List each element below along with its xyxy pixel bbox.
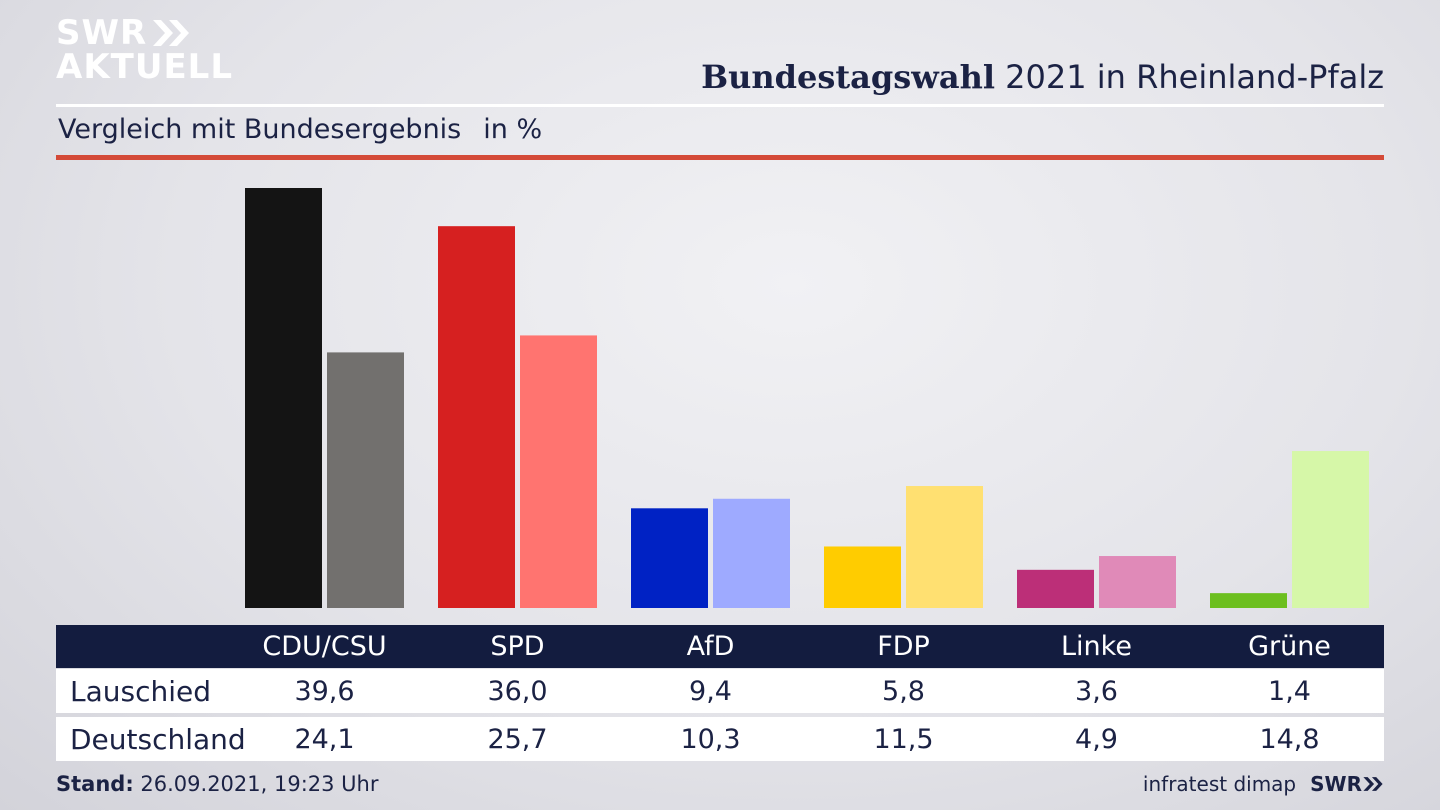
- bar-chart: [245, 188, 1369, 608]
- double-chevron-icon: [153, 20, 190, 46]
- title-rest: 2021 in Rheinland-Pfalz: [995, 58, 1384, 96]
- table-cell: 1,4: [1268, 675, 1311, 707]
- table-cell: 4,9: [1075, 723, 1118, 755]
- bar-spd-deutschland: [520, 335, 597, 608]
- stand-value: 26.09.2021, 19:23 Uhr: [133, 772, 379, 796]
- logo-text-swr: SWR: [56, 13, 148, 53]
- double-chevron-icon: [1363, 777, 1383, 791]
- bar-linke-deutschland: [1099, 556, 1176, 608]
- chart-subtitle: Vergleich mit Bundesergebnis in %: [58, 114, 542, 145]
- bar-linke-lauschied: [1017, 569, 1094, 608]
- bar-cdu-csu-deutschland: [327, 352, 404, 608]
- title-bold: Bundestagswahl: [701, 58, 995, 96]
- source-credit: infratest dimap SWR: [1143, 772, 1384, 796]
- table-row-lauschied: Lauschied 39,6 36,0 9,4 5,8 3,6 1,4: [56, 669, 1384, 713]
- swr-aktuell-logo: SWR AKTUELL: [56, 16, 233, 84]
- timestamp: Stand: 26.09.2021, 19:23 Uhr: [56, 772, 379, 796]
- row-label: Lauschied: [70, 674, 212, 708]
- column-header-linke: Linke: [1061, 631, 1132, 662]
- header-divider: [56, 104, 1384, 107]
- column-header-cdu-csu: CDU/CSU: [262, 631, 387, 662]
- footer-logo-text: SWR: [1310, 772, 1362, 796]
- footer-swr-logo: SWR: [1310, 772, 1384, 796]
- bar-gr-ne-deutschland: [1292, 451, 1369, 608]
- bar-gr-ne-lauschied: [1210, 593, 1287, 608]
- table-header-row: CDU/CSU SPD AfD FDP Linke Grüne: [56, 625, 1384, 668]
- table-cell: 39,6: [294, 675, 355, 707]
- table-cell: 14,8: [1259, 723, 1320, 755]
- logo-text-aktuell: AKTUELL: [56, 47, 234, 87]
- subtitle-unit: in %: [483, 114, 543, 145]
- table-cell: 3,6: [1075, 675, 1118, 707]
- results-table: CDU/CSU SPD AfD FDP Linke Grüne Lauschied 39,6…: [56, 625, 1384, 761]
- column-header-afd: AfD: [686, 631, 735, 662]
- bar-cdu-csu-lauschied: [245, 188, 322, 608]
- bar-afd-deutschland: [713, 498, 790, 608]
- bar-afd-lauschied: [631, 508, 708, 608]
- table-row-deutschland: Deutschland 24,1 25,7 10,3 11,5 4,9 14,8: [56, 717, 1384, 761]
- bar-spd-lauschied: [438, 226, 515, 608]
- table-cell: 25,7: [487, 723, 548, 755]
- bar-fdp-lauschied: [824, 546, 901, 608]
- accent-divider: [56, 155, 1384, 160]
- column-header-gr-ne: Grüne: [1248, 631, 1331, 662]
- table-cell: 5,8: [882, 675, 925, 707]
- row-label: Deutschland: [70, 722, 246, 756]
- source-text: infratest dimap: [1142, 772, 1297, 796]
- table-cell: 9,4: [689, 675, 732, 707]
- table-cell: 24,1: [294, 723, 355, 755]
- table-cell: 11,5: [873, 723, 934, 755]
- column-header-spd: SPD: [490, 631, 545, 662]
- column-header-fdp: FDP: [877, 631, 930, 662]
- stand-label: Stand:: [56, 772, 134, 796]
- table-cell: 36,0: [487, 675, 548, 707]
- bar-fdp-deutschland: [906, 486, 983, 608]
- page-title: Bundestagswahl 2021 in Rheinland-Pfalz: [701, 58, 1384, 96]
- table-cell: 10,3: [680, 723, 741, 755]
- subtitle-label: Vergleich mit Bundesergebnis: [58, 114, 462, 145]
